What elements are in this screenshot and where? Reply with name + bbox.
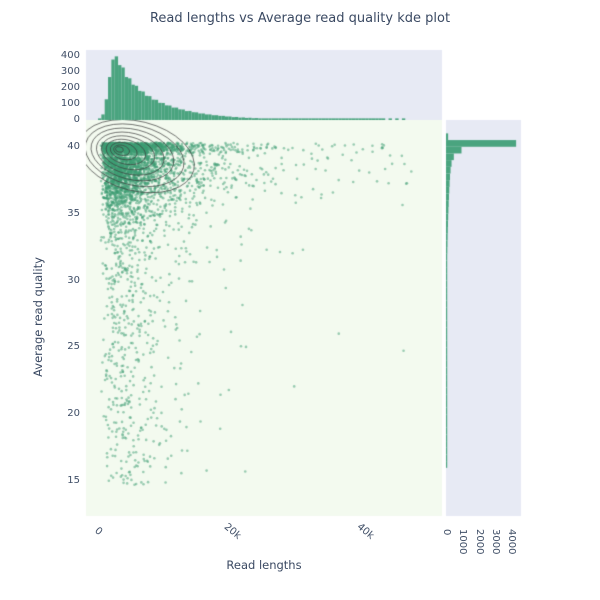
joint-y-tick-label: 25 — [67, 341, 80, 353]
top-marginal-y-tick-label: 0 — [73, 114, 80, 125]
right-marginal-x-tick-label: 3000 — [489, 529, 501, 555]
right-marginal-x-tick-label: 4000 — [506, 529, 518, 555]
top-marginal-y-tick-label: 100 — [60, 98, 80, 110]
right-marginal-x-tick-label: 2000 — [473, 529, 485, 555]
joint-y-tick-label: 30 — [67, 274, 80, 286]
joint-y-tick-label: 40 — [67, 140, 80, 152]
x-axis-label: Read lengths — [226, 558, 302, 572]
joint-y-tick-label: 35 — [67, 207, 80, 219]
top-marginal-y-tick-label: 400 — [60, 50, 80, 62]
right-marginal-x-tick-label: 0 — [441, 529, 452, 536]
y-axis-label: Average read quality — [31, 257, 45, 377]
chart-title: Read lengths vs Average read quality kde… — [149, 11, 451, 26]
top-marginal-y-tick-label: 300 — [60, 66, 80, 78]
joint-y-tick-label: 15 — [67, 475, 80, 487]
top-marginal-y-tick-label: 200 — [60, 82, 80, 94]
right-marginal-x-tick-label: 1000 — [457, 529, 469, 555]
joint-y-tick-label: 20 — [67, 408, 80, 420]
